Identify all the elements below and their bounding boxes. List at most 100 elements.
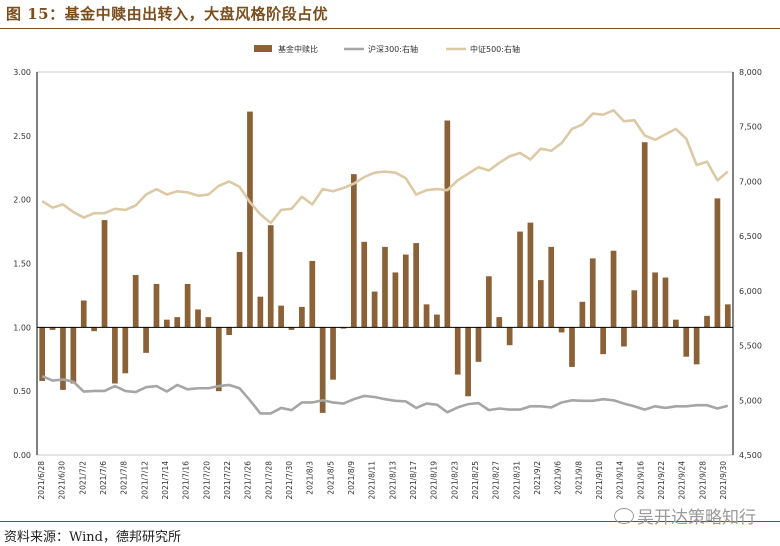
- x-tick-label: 2021/8/11: [368, 461, 377, 500]
- bar: [506, 327, 513, 346]
- y-left-tick-label: 2.00: [13, 196, 31, 205]
- lines: [41, 109, 729, 415]
- x-tick-label: 2021/9/24: [678, 461, 687, 500]
- y-right-tick-label: 4,500: [739, 451, 762, 460]
- y-left-tick-label: 2.50: [13, 132, 31, 141]
- x-tick-label: 2021/7/26: [244, 461, 253, 500]
- bar: [610, 250, 617, 328]
- bar: [122, 327, 129, 374]
- bar: [402, 254, 409, 328]
- x-tick-label: 2021/7/6: [99, 461, 108, 495]
- x-tick-label: 2021/7/20: [202, 461, 211, 500]
- bar: [163, 319, 170, 328]
- y-right-tick-label: 6,500: [739, 232, 762, 241]
- y-right-tick-label: 5,000: [739, 396, 762, 405]
- bar: [475, 327, 482, 362]
- x-tick-label: 2021/9/10: [595, 461, 604, 500]
- bar: [569, 327, 575, 367]
- y-right-tick-label: 7,000: [739, 177, 762, 186]
- bar: [288, 327, 295, 330]
- x-tick-label: 2021/8/13: [388, 461, 397, 500]
- x-tick-label: 2021/7/30: [285, 461, 294, 500]
- y-left-tick-label: 3.00: [13, 68, 31, 77]
- legend-swatch-bar: [254, 45, 272, 52]
- bar: [39, 327, 46, 381]
- x-tick-label: 2021/9/2: [533, 461, 542, 495]
- bar: [444, 120, 451, 328]
- chart: 基金中赎比 沪深300:右轴 中证500:右轴 0.00 0.50 1.00 1.50 2.…: [13, 44, 762, 499]
- watermark-text: 吴开达策略知行: [637, 508, 756, 528]
- legend-label: 中证500:右轴: [470, 44, 520, 54]
- bar: [486, 276, 492, 328]
- x-tick-label: 2021/9/28: [698, 461, 707, 500]
- x-tick-label: 2021/9/6: [554, 461, 563, 495]
- y-right-tick-label: 8,000: [739, 68, 762, 77]
- x-tick-label: 2021/9/30: [719, 461, 728, 500]
- legend-label: 沪深300:右轴: [368, 44, 418, 54]
- bar: [371, 291, 378, 328]
- bar: [537, 280, 544, 328]
- x-tick-label: 2021/8/17: [409, 461, 418, 500]
- bar: [704, 315, 710, 328]
- bar: [454, 327, 461, 375]
- y-right-tick-label: 7,500: [739, 123, 762, 132]
- axes: 0.00 0.50 1.00 1.50 2.00 2.50 3.00 4,500 5,000 5,…: [13, 68, 762, 499]
- x-tick-label: 2021/8/3: [306, 461, 315, 495]
- x-tick-label: 2021/8/31: [512, 461, 521, 500]
- y-left-tick-label: 1.50: [13, 260, 31, 269]
- bar: [91, 327, 97, 332]
- bars: [39, 111, 731, 413]
- y-right-tick-label: 5,500: [739, 342, 762, 351]
- bar: [579, 301, 586, 328]
- x-tick-label: 2021/9/14: [616, 461, 625, 500]
- bar: [195, 309, 201, 328]
- bar: [600, 327, 606, 355]
- bar: [517, 231, 523, 328]
- bar: [558, 327, 565, 333]
- legend: 基金中赎比 沪深300:右轴 中证500:右轴: [254, 44, 520, 54]
- x-tick-label: 2021/7/8: [120, 461, 129, 495]
- bar: [80, 300, 87, 328]
- y-left-tick-label: 0.00: [13, 451, 31, 460]
- x-tick-label: 2021/9/16: [636, 461, 645, 500]
- bar: [330, 327, 336, 380]
- legend-label: 基金中赎比: [278, 44, 318, 54]
- bar: [101, 220, 108, 328]
- x-tick-label: 2021/8/19: [430, 461, 439, 500]
- bar: [49, 327, 56, 330]
- x-tick-label: 2021/7/12: [140, 461, 149, 500]
- bar: [652, 272, 658, 328]
- bar: [184, 283, 191, 328]
- bar: [693, 327, 700, 365]
- bar: [267, 225, 274, 328]
- source-note: 资料来源：Wind，德邦研究所: [4, 530, 181, 545]
- x-tick-label: 2021/7/16: [182, 461, 191, 500]
- x-tick-label: 2021/7/28: [264, 461, 273, 500]
- bar: [631, 290, 638, 328]
- x-tick-label: 2021/9/8: [574, 461, 583, 495]
- bar: [153, 283, 160, 328]
- bar: [215, 327, 222, 392]
- wechat-icon: [614, 508, 634, 524]
- bar: [496, 317, 503, 328]
- bar: [714, 198, 721, 328]
- bar: [413, 243, 420, 328]
- bar: [226, 327, 233, 335]
- bar: [382, 246, 388, 328]
- bar: [465, 327, 471, 397]
- y-right-tick-label: 6,000: [739, 287, 762, 296]
- bar: [392, 272, 399, 328]
- bar: [205, 317, 212, 328]
- x-tick-label: 2021/8/23: [450, 461, 459, 500]
- bar: [236, 252, 243, 328]
- bar: [673, 319, 679, 328]
- bar: [548, 246, 555, 328]
- x-tick-label: 2021/7/14: [161, 461, 170, 500]
- bar: [143, 327, 149, 353]
- chart-title: 图 15：基金中赎由出转入，大盘风格阶段占优: [6, 5, 329, 23]
- bar: [683, 327, 690, 357]
- footer-rule: [0, 521, 780, 522]
- bar: [257, 296, 264, 328]
- bar: [527, 222, 534, 328]
- bar: [423, 304, 430, 328]
